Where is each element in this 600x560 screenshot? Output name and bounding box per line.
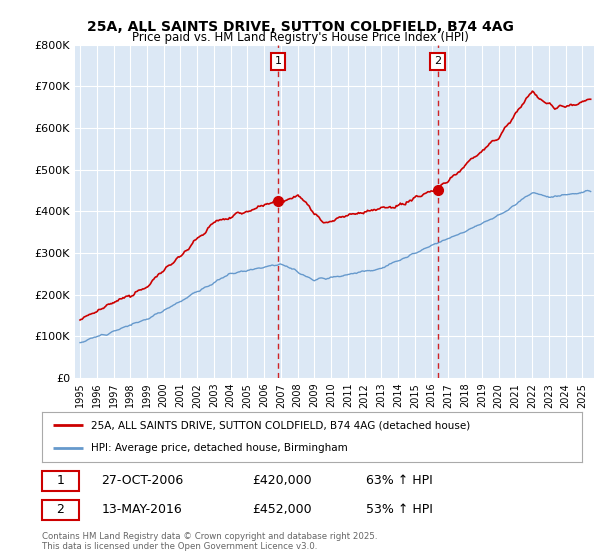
- Text: 2: 2: [56, 503, 64, 516]
- Text: £452,000: £452,000: [253, 503, 312, 516]
- Text: HPI: Average price, detached house, Birmingham: HPI: Average price, detached house, Birm…: [91, 444, 347, 454]
- Text: 25A, ALL SAINTS DRIVE, SUTTON COLDFIELD, B74 4AG (detached house): 25A, ALL SAINTS DRIVE, SUTTON COLDFIELD,…: [91, 420, 470, 430]
- Text: 63% ↑ HPI: 63% ↑ HPI: [366, 474, 433, 487]
- Bar: [278, 45, 438, 378]
- Text: 27-OCT-2006: 27-OCT-2006: [101, 474, 184, 487]
- FancyBboxPatch shape: [42, 470, 79, 491]
- Text: Price paid vs. HM Land Registry's House Price Index (HPI): Price paid vs. HM Land Registry's House …: [131, 31, 469, 44]
- Text: 53% ↑ HPI: 53% ↑ HPI: [366, 503, 433, 516]
- FancyBboxPatch shape: [42, 500, 79, 520]
- Text: 25A, ALL SAINTS DRIVE, SUTTON COLDFIELD, B74 4AG: 25A, ALL SAINTS DRIVE, SUTTON COLDFIELD,…: [86, 20, 514, 34]
- Text: £420,000: £420,000: [253, 474, 312, 487]
- Text: 1: 1: [56, 474, 64, 487]
- Text: Contains HM Land Registry data © Crown copyright and database right 2025.
This d: Contains HM Land Registry data © Crown c…: [42, 532, 377, 552]
- Text: 13-MAY-2016: 13-MAY-2016: [101, 503, 182, 516]
- Text: 2: 2: [434, 57, 442, 67]
- Text: 1: 1: [274, 57, 281, 67]
